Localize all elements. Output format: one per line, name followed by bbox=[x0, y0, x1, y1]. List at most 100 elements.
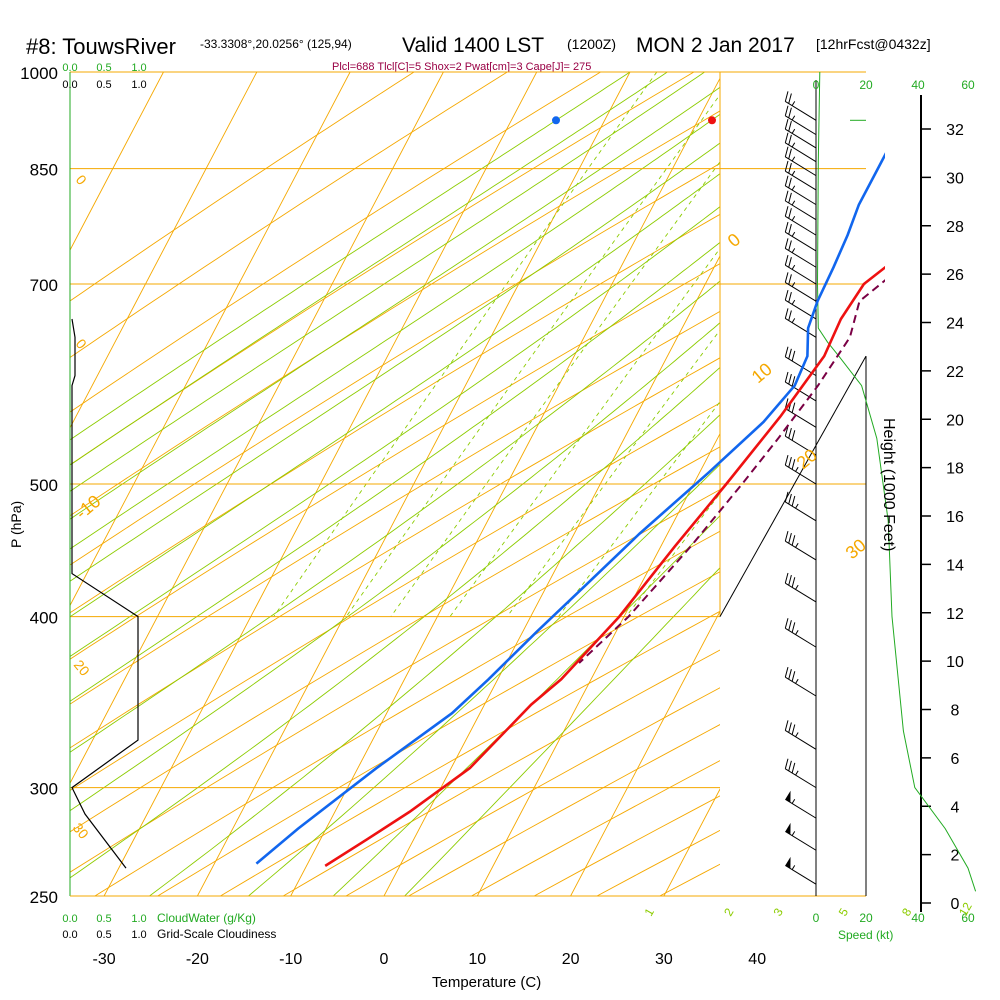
cloudwater-tick-label-bottom: 0.5 bbox=[96, 913, 111, 925]
wind-barb-feather bbox=[784, 308, 789, 319]
wind-barb-feather bbox=[784, 425, 789, 437]
wind-barb-feather bbox=[788, 760, 792, 772]
mixing-ratio-label: 3 bbox=[770, 905, 786, 918]
wind-barb-feather bbox=[784, 221, 789, 233]
wind-barb-shaft bbox=[785, 142, 817, 163]
wind-barb-feather bbox=[791, 430, 796, 441]
height-tick-label: 2 bbox=[951, 848, 960, 865]
wind-barb-half-feather bbox=[791, 798, 796, 804]
wind-barb-half-feather bbox=[791, 264, 796, 270]
moist-adiabat-line bbox=[70, 366, 720, 879]
wind-barb-shaft bbox=[785, 264, 817, 285]
temperature-tick-label: 0 bbox=[380, 951, 389, 968]
wind-barb bbox=[784, 308, 817, 338]
wind-barb-shaft bbox=[785, 101, 817, 121]
wind-barb-feather bbox=[788, 134, 792, 146]
background-grid bbox=[70, 72, 1000, 896]
cloudiness-profile bbox=[71, 318, 139, 869]
moist-adiabat-line bbox=[332, 515, 720, 896]
height-axis-title: Height (1000 Feet) bbox=[880, 418, 897, 551]
wind-barb-shaft bbox=[785, 464, 817, 485]
cloudiness-tick-label-top: 0.0 bbox=[62, 79, 77, 91]
wind-barb-half-feather bbox=[795, 630, 799, 635]
cloudwater-label: CloudWater (g/Kg) bbox=[157, 911, 256, 925]
wind-barb-feather bbox=[791, 724, 796, 735]
wind-barb bbox=[784, 175, 817, 206]
pressure-tick-label: 500 bbox=[30, 476, 58, 495]
mixing-ratio-label: 1 bbox=[641, 905, 657, 918]
height-tick-label: 14 bbox=[946, 557, 964, 574]
wind-barb-half-feather bbox=[791, 156, 796, 162]
wind-barb-half-feather bbox=[791, 142, 796, 148]
pressure-tick-label: 850 bbox=[30, 161, 58, 180]
wind-barb-feather bbox=[784, 758, 789, 769]
wind-barb-shaft bbox=[785, 408, 817, 428]
wind-barb bbox=[784, 530, 817, 561]
wind-barb-feather bbox=[784, 91, 789, 102]
cloudiness-tick-label-top: 0.5 bbox=[96, 79, 111, 91]
mixing-ratio-label: 2 bbox=[721, 905, 737, 918]
y-axis-title: P (hPa) bbox=[8, 501, 24, 548]
speed-axis-label: Speed (kt) bbox=[838, 928, 893, 942]
height-tick-label: 6 bbox=[951, 751, 960, 768]
moist-adiabat-line bbox=[70, 72, 705, 492]
dry-adiabat-line bbox=[219, 610, 720, 896]
wind-barb bbox=[784, 618, 817, 648]
wind-barb-feather bbox=[788, 620, 792, 631]
parcel-line bbox=[578, 279, 885, 664]
wind-barb-feather bbox=[788, 493, 792, 505]
wind-barb-shaft bbox=[785, 318, 817, 338]
wind-barb-feather bbox=[791, 535, 796, 546]
height-tick-label: 0 bbox=[951, 896, 960, 913]
cloud-panel: 0.0 0.0 0.5 0.5 1.0 1.0 0.0 0.0 0.5 0.5 1.0 1.0 bbox=[62, 62, 866, 941]
speed-tick-label-top: 20 bbox=[859, 78, 873, 92]
pressure-tick-label: 400 bbox=[30, 609, 58, 628]
wind-barb bbox=[784, 118, 817, 149]
wind-barb-feather bbox=[788, 121, 792, 132]
wind-barb bbox=[784, 221, 817, 252]
wind-barb-feather bbox=[788, 428, 792, 439]
height-tick-label: 12 bbox=[946, 606, 964, 623]
wind-barb-shaft bbox=[785, 798, 817, 819]
mixing-ratio-label: 5 bbox=[836, 905, 852, 918]
temperature-tick-label: 20 bbox=[562, 951, 580, 968]
left-adiabat-label: 20 bbox=[71, 657, 93, 679]
wind-barb bbox=[784, 491, 817, 522]
wind-barb-feather bbox=[788, 575, 792, 586]
wind-barb-half-feather bbox=[795, 770, 799, 776]
wind-barb-shaft bbox=[785, 185, 817, 206]
wind-barb bbox=[784, 160, 817, 191]
wind-barb-shaft bbox=[785, 627, 817, 648]
moist-adiabat-line bbox=[70, 113, 720, 550]
dry-adiabat-line bbox=[70, 489, 720, 873]
wind-barb-feather bbox=[788, 224, 792, 235]
wind-barb-half-feather bbox=[795, 503, 799, 509]
wind-barb bbox=[784, 146, 817, 177]
isotherm-line bbox=[851, 72, 1000, 896]
valid-date: MON 2 Jan 2017 bbox=[636, 34, 795, 57]
dry-adiabat-line bbox=[282, 649, 720, 896]
wind-barb-feather bbox=[784, 289, 789, 301]
pressure-tick-label: 700 bbox=[30, 276, 58, 295]
wind-barb-shaft bbox=[785, 831, 817, 851]
station-title: #8: TouwsRiver bbox=[26, 34, 176, 59]
wind-barb-shaft bbox=[785, 582, 817, 603]
cloudwater-tick-label-top: 1.0 bbox=[131, 62, 146, 74]
wind-barb-feather bbox=[788, 177, 792, 189]
wind-barb-feather bbox=[791, 402, 796, 413]
wind-barb-shaft bbox=[785, 215, 817, 236]
dry-adiabat-line bbox=[70, 310, 720, 705]
height-tick-label: 4 bbox=[951, 799, 960, 816]
right-panel: 0020204040606002468101214161820222426283… bbox=[719, 71, 977, 925]
dry-adiabat-line bbox=[70, 72, 509, 359]
wind-barb bbox=[784, 720, 817, 750]
dry-adiabat-line bbox=[70, 110, 720, 517]
moist-adiabat-line bbox=[70, 241, 720, 702]
wind-barb-half-feather bbox=[791, 200, 796, 206]
wind-barb bbox=[784, 758, 817, 789]
sounding-curves bbox=[255, 116, 885, 867]
wind-barb-feather bbox=[788, 274, 792, 285]
wind-barb-flag bbox=[785, 790, 791, 803]
wind-barb-feather bbox=[791, 762, 796, 774]
